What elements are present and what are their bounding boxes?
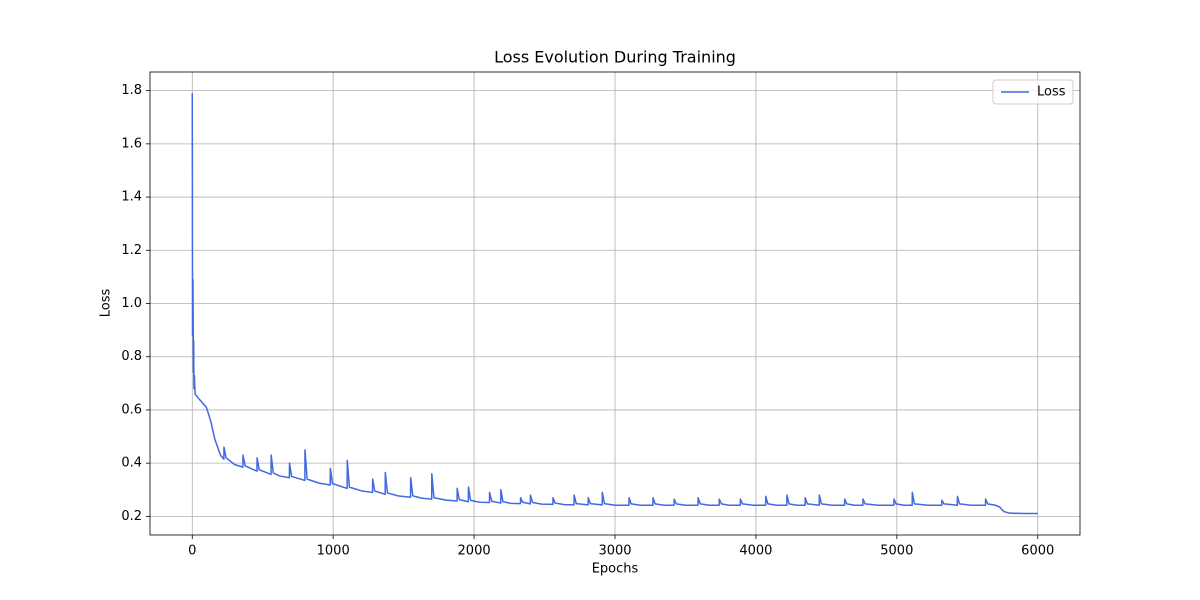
legend-box bbox=[992, 79, 1074, 105]
y-axis-label: Loss bbox=[99, 289, 114, 318]
x-tick-label: 0 bbox=[188, 544, 196, 559]
x-tick-label: 6000 bbox=[1021, 544, 1054, 559]
plot-frame bbox=[149, 71, 1081, 536]
x-tick-label: 2000 bbox=[458, 544, 491, 559]
y-tick-label: 1.6 bbox=[121, 136, 142, 151]
x-tick-label: 4000 bbox=[739, 544, 772, 559]
x-axis-label: Epochs bbox=[592, 562, 639, 577]
y-tick-label: 0.2 bbox=[121, 509, 142, 524]
y-tick-label: 1.8 bbox=[121, 83, 142, 98]
y-tick-label: 1.2 bbox=[121, 243, 142, 258]
chart-title: Loss Evolution During Training bbox=[494, 48, 736, 67]
x-tick-label: 3000 bbox=[598, 544, 631, 559]
x-tick-label: 5000 bbox=[880, 544, 913, 559]
x-tick-label: 1000 bbox=[317, 544, 350, 559]
y-tick-label: 1.0 bbox=[121, 296, 142, 311]
y-tick-label: 0.4 bbox=[121, 456, 142, 471]
legend-label: Loss bbox=[1037, 85, 1066, 100]
loss-line bbox=[191, 93, 1038, 515]
y-tick-label: 1.4 bbox=[121, 190, 142, 205]
y-tick-label: 0.6 bbox=[121, 402, 142, 417]
y-tick-label: 0.8 bbox=[121, 349, 142, 364]
